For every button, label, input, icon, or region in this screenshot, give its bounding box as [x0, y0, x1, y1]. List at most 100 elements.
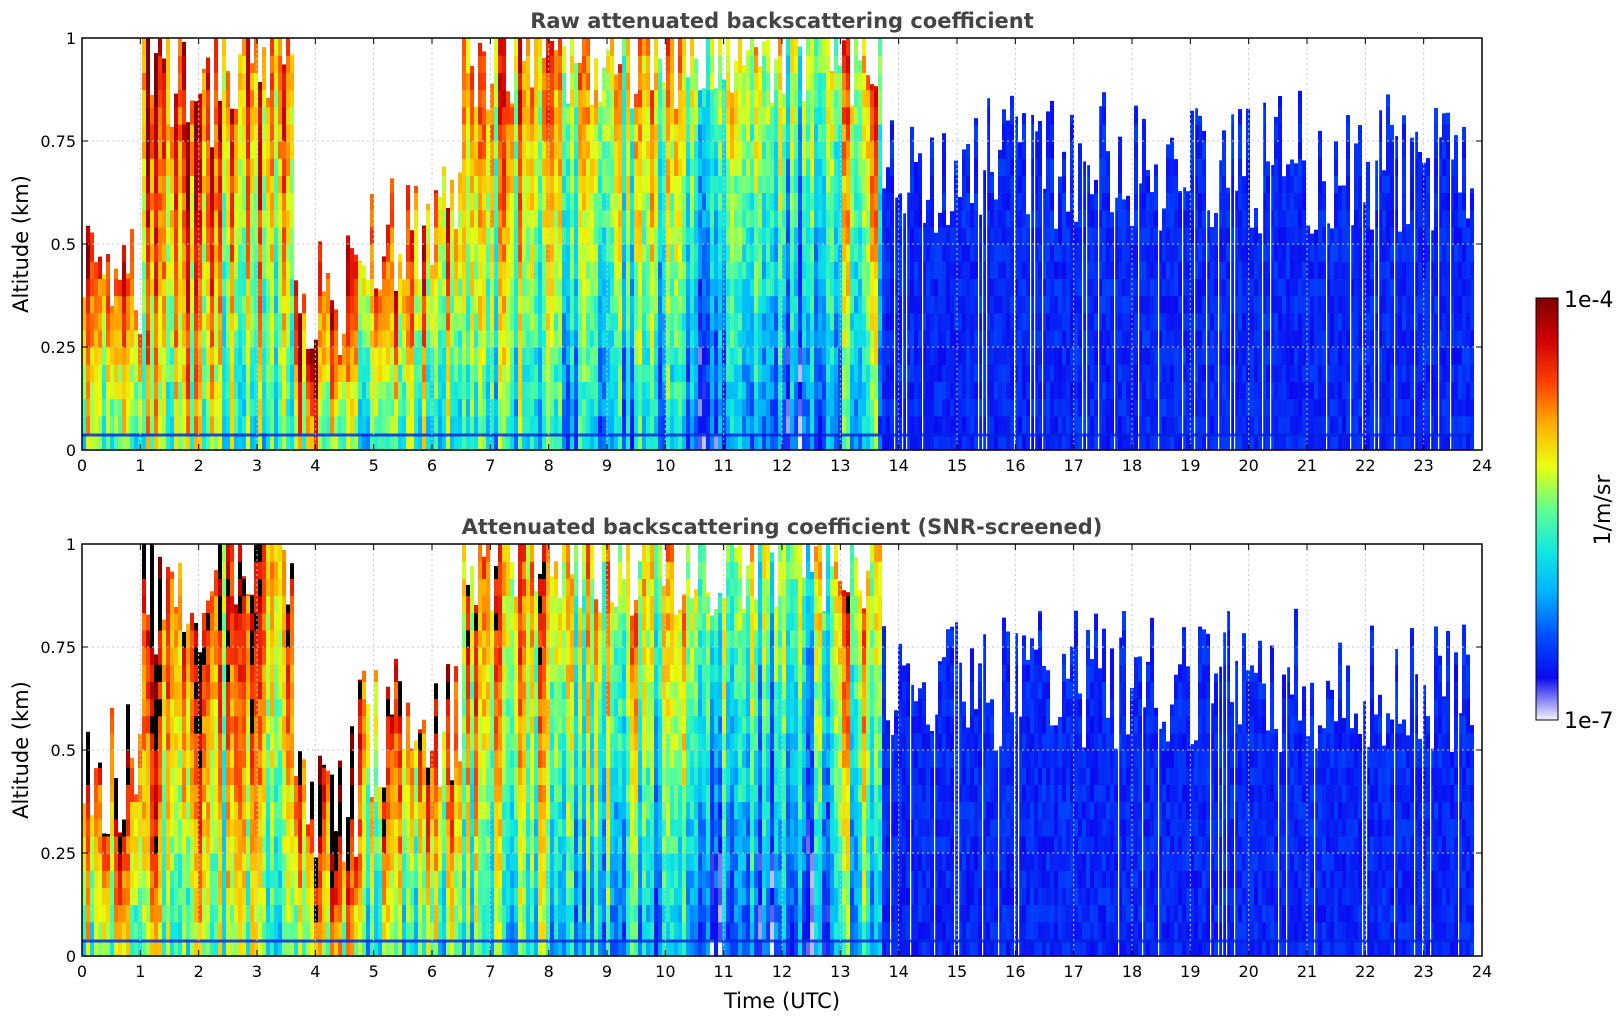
heatmap-cell [502, 123, 506, 142]
heatmap-cell [550, 261, 554, 279]
heatmap-cell [306, 398, 310, 417]
heatmap-cell [758, 364, 762, 382]
heatmap-cell [518, 72, 522, 91]
heatmap-cell [206, 72, 210, 91]
heatmap-cell [142, 244, 146, 262]
heatmap-cell [746, 49, 750, 56]
heatmap-cell [550, 278, 554, 297]
heatmap-cell [210, 329, 214, 348]
heatmap-cell [998, 226, 1002, 245]
heatmap-cell [590, 329, 594, 348]
heatmap-cell [702, 347, 706, 365]
heatmap-cell [258, 312, 262, 331]
heatmap-cell [454, 415, 458, 434]
heatmap-cell [366, 381, 370, 400]
heatmap-cell [1122, 347, 1126, 365]
heatmap-cell [450, 381, 454, 400]
heatmap-cell [678, 192, 682, 211]
heatmap-cell [582, 398, 586, 417]
heatmap-cell [494, 106, 498, 125]
heatmap-cell [842, 55, 846, 73]
heatmap-cell [286, 381, 290, 400]
heatmap-cell [330, 415, 334, 434]
heatmap-cell [750, 381, 754, 400]
heatmap-cell [838, 381, 842, 400]
heatmap-cell [850, 295, 854, 314]
heatmap-cell [586, 226, 590, 245]
heatmap-cell [106, 254, 110, 262]
heatmap-cell [362, 381, 366, 400]
heatmap-cell [1018, 278, 1022, 297]
heatmap-cell [1010, 312, 1014, 331]
heatmap-cell [238, 106, 242, 125]
heatmap-cell [922, 432, 926, 451]
heatmap-cell [242, 192, 246, 211]
heatmap-cell [1022, 432, 1026, 451]
heatmap-cell [214, 347, 218, 365]
heatmap-cell [686, 141, 690, 159]
heatmap-cell [790, 123, 794, 142]
heatmap-cell [566, 278, 570, 297]
heatmap-cell [562, 278, 566, 297]
heatmap-cell [214, 38, 218, 56]
heatmap-cell [382, 261, 386, 279]
heatmap-cell [434, 312, 438, 331]
heatmap-cell [838, 106, 842, 125]
heatmap-cell [250, 329, 254, 348]
heatmap-cell [846, 226, 850, 245]
heatmap-cell [794, 398, 798, 417]
heatmap-cell [146, 278, 150, 297]
heatmap-cell [378, 364, 382, 382]
heatmap-cell [1026, 329, 1030, 348]
heatmap-cell [250, 398, 254, 417]
heatmap-cell [210, 175, 214, 194]
heatmap-cell [218, 261, 222, 279]
heatmap-cell [1074, 278, 1078, 297]
heatmap-cell [714, 278, 718, 297]
heatmap-cell [414, 432, 418, 451]
heatmap-cell [622, 89, 626, 108]
heatmap-cell [494, 89, 498, 108]
heatmap-cell [406, 381, 410, 400]
heatmap-cell [974, 158, 978, 176]
heatmap-cell [810, 261, 814, 279]
heatmap-cell [666, 38, 670, 56]
heatmap-cell [470, 141, 474, 159]
heatmap-cell [534, 158, 538, 176]
heatmap-cell [438, 364, 442, 382]
heatmap-cell [698, 278, 702, 297]
heatmap-cell [470, 364, 474, 382]
heatmap-cell [394, 364, 398, 382]
heatmap-cell [150, 192, 154, 211]
heatmap-cell [102, 432, 106, 451]
heatmap-cell [782, 295, 786, 314]
heatmap-cell [1106, 151, 1110, 159]
heatmap-cell [326, 381, 330, 400]
heatmap-cell [790, 278, 794, 297]
heatmap-cell [950, 312, 954, 331]
heatmap-cell [582, 192, 586, 211]
heatmap-cell [286, 192, 290, 211]
heatmap-cell [98, 415, 102, 434]
heatmap-cell [1034, 158, 1038, 176]
heatmap-cell [470, 295, 474, 314]
heatmap-cell [130, 381, 134, 400]
heatmap-cell [510, 312, 514, 331]
heatmap-cell [746, 55, 750, 73]
heatmap-cell [390, 295, 394, 314]
heatmap-cell [890, 244, 894, 262]
heatmap-cell [550, 123, 554, 142]
heatmap-cell [1054, 312, 1058, 331]
heatmap-cell [442, 226, 446, 245]
heatmap-cell [518, 209, 522, 228]
heatmap-cell [122, 364, 126, 382]
heatmap-cell [182, 312, 186, 331]
heatmap-cell [814, 261, 818, 279]
heatmap-cell [918, 295, 922, 314]
heatmap-cell [938, 261, 942, 279]
heatmap-cell [762, 175, 766, 194]
heatmap-cell [358, 295, 362, 314]
heatmap-cell [326, 364, 330, 382]
heatmap-cell [190, 312, 194, 331]
heatmap-cell [550, 398, 554, 417]
